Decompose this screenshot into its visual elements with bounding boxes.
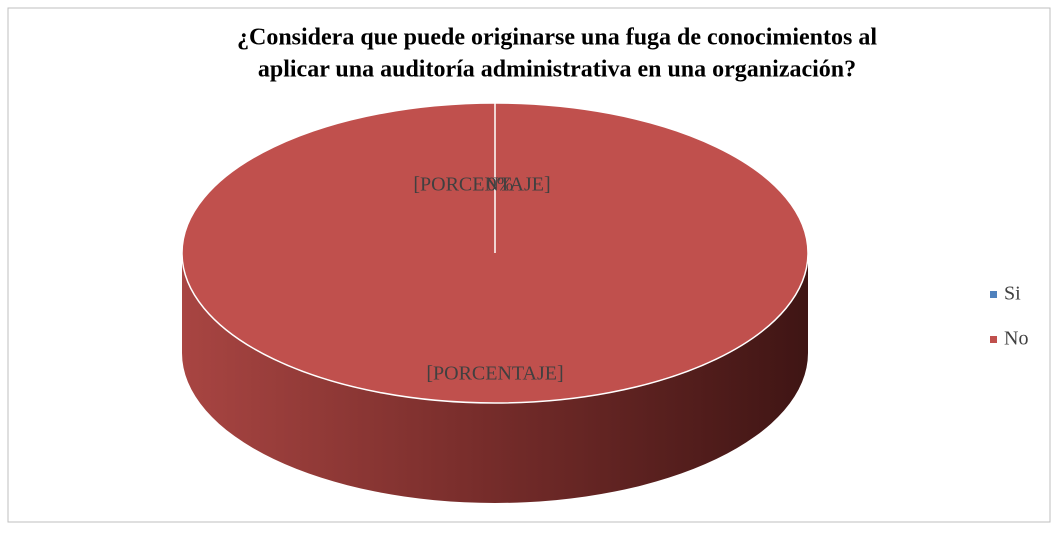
chart-title: aplicar una auditoría administrativa en … (258, 57, 856, 83)
data-label: [PORCENTAJE] (413, 174, 550, 196)
data-label: [PORCENTAJE] (426, 363, 563, 385)
legend-swatch (990, 291, 997, 298)
chart-title: ¿Considera que puede originarse una fuga… (237, 25, 877, 51)
data-label: 0% (487, 174, 514, 196)
legend-swatch (990, 336, 997, 343)
legend-label: No (1004, 328, 1028, 350)
pie-side (182, 253, 808, 503)
legend-label: Si (1004, 283, 1021, 305)
